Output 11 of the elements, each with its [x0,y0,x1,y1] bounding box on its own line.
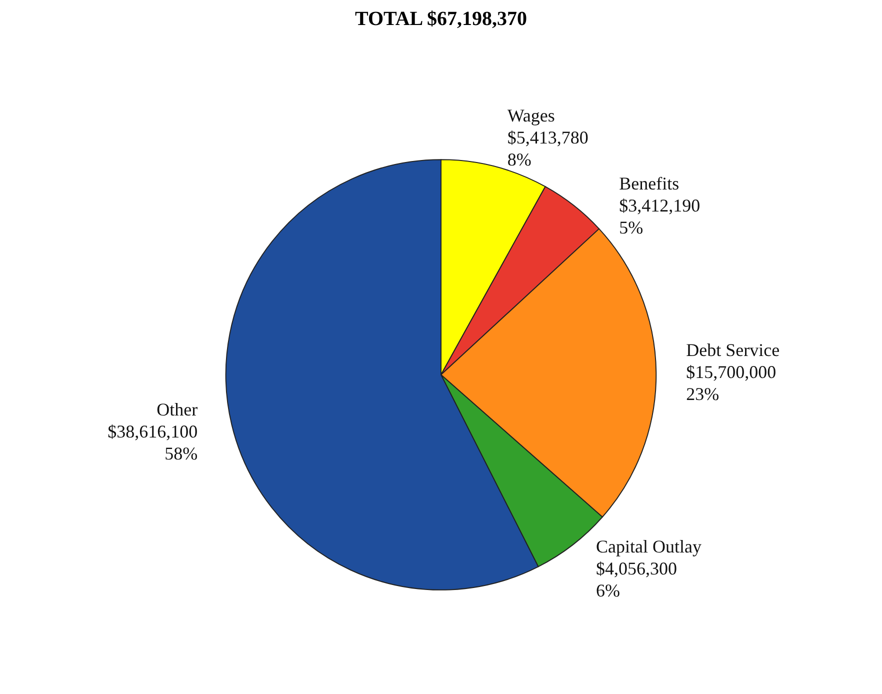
data-label: $4,056,300 6% [596,558,678,601]
slice-label: Capital Outlay [596,536,702,557]
slice-label: Other [156,400,198,420]
chart-title: TOTAL $67,198,370 [354,8,528,30]
slice-label: Benefits [619,173,680,194]
data-label: $38,616,100 58% [108,422,198,464]
data-label: $5,413,780 8% [507,127,588,170]
slice-label: Debt Service [686,340,780,360]
data-label: $15,700,000 23% [686,362,776,404]
slice-label: Wages [507,105,555,126]
data-label: $3,412,190 5% [619,195,700,238]
